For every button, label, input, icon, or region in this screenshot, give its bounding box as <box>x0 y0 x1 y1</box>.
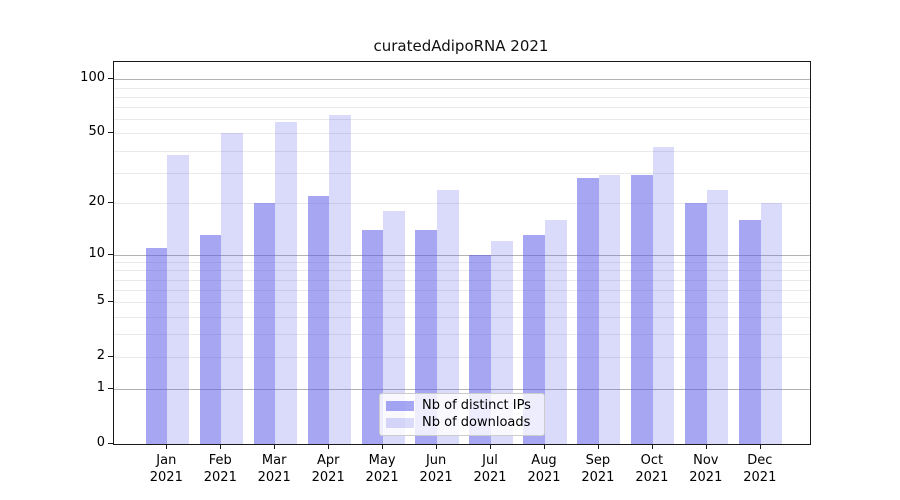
chart-title: curatedAdipoRNA 2021 <box>373 37 549 55</box>
legend-label-downloads: Nb of downloads <box>422 415 531 430</box>
bar-downloads-sep-2021 <box>598 175 621 444</box>
x-tick-label-aug-2021: Aug 2021 <box>527 453 561 485</box>
x-tick-label-jan-2021: Jan 2021 <box>149 453 183 485</box>
y-gridline-minor-2 <box>114 357 810 359</box>
y-gridline-minor-5 <box>114 302 810 304</box>
x-tick-label-jul-2021: Jul 2021 <box>473 453 507 485</box>
y-gridline-minor-3 <box>114 334 810 336</box>
x-tick-label-mar-2021: Mar 2021 <box>257 453 291 485</box>
x-tick-label-apr-2021: Apr 2021 <box>311 453 345 485</box>
bar-ips-oct-2021 <box>631 175 653 444</box>
y-gridline-minor-90 <box>114 87 810 89</box>
bar-ips-jan-2021 <box>145 247 168 444</box>
y-gridline-minor-7 <box>114 279 810 281</box>
bar-ips-feb-2021 <box>199 235 222 444</box>
x-tick-label-oct-2021: Oct 2021 <box>635 453 669 485</box>
x-tick-label-sep-2021: Sep 2021 <box>581 453 615 485</box>
bar-ips-nov-2021 <box>685 203 707 444</box>
legend-swatch-downloads <box>386 418 414 428</box>
legend-entry-downloads: Nb of downloads <box>386 415 538 431</box>
y-gridline-minor-9 <box>114 262 810 263</box>
plot-area <box>113 61 811 445</box>
y-gridline-minor-20 <box>114 203 810 205</box>
x-tick-label-dec-2021: Dec 2021 <box>743 453 777 485</box>
y-tick-label-20: 20 <box>88 194 105 210</box>
x-tick-label-jun-2021: Jun 2021 <box>419 453 453 485</box>
y-tick-label-2: 2 <box>96 348 105 364</box>
x-tick-may-2021 <box>382 444 384 449</box>
x-tick-label-feb-2021: Feb 2021 <box>203 453 237 485</box>
x-tick-dec-2021 <box>759 444 761 449</box>
bar-ips-dec-2021 <box>739 220 761 444</box>
y-gridline-minor-60 <box>114 119 810 121</box>
bar-downloads-dec-2021 <box>760 203 783 444</box>
y-tick-20 <box>108 202 113 204</box>
y-gridline-minor-30 <box>114 172 810 174</box>
x-tick-jun-2021 <box>436 444 438 449</box>
bar-downloads-aug-2021 <box>545 220 567 444</box>
x-tick-jan-2021 <box>166 444 168 449</box>
y-tick-label-5: 5 <box>96 293 105 309</box>
x-tick-jul-2021 <box>490 444 491 449</box>
bar-downloads-nov-2021 <box>706 189 729 444</box>
y-tick-2 <box>108 356 113 358</box>
y-gridline-minor-50 <box>114 133 810 135</box>
legend-entry-distinct-ips: Nb of distinct IPs <box>386 398 538 414</box>
y-gridline-minor-40 <box>114 150 810 152</box>
bar-ips-apr-2021 <box>307 196 330 444</box>
x-tick-label-nov-2021: Nov 2021 <box>689 453 723 485</box>
x-tick-mar-2021 <box>274 444 276 449</box>
y-gridline-minor-70 <box>114 107 810 109</box>
y-gridline-major-1 <box>114 389 810 391</box>
bar-ips-sep-2021 <box>577 177 599 444</box>
x-tick-nov-2021 <box>705 444 707 449</box>
y-tick-50 <box>108 132 113 134</box>
y-tick-1 <box>108 388 113 390</box>
y-gridline-minor-80 <box>114 96 810 98</box>
bar-downloads-jan-2021 <box>167 154 189 444</box>
y-tick-100 <box>108 78 113 80</box>
y-tick-label-50: 50 <box>88 124 105 140</box>
bar-downloads-mar-2021 <box>275 121 297 444</box>
bar-ips-jun-2021 <box>415 230 437 444</box>
y-tick-5 <box>108 301 113 303</box>
bar-downloads-feb-2021 <box>221 133 243 444</box>
x-tick-sep-2021 <box>597 444 599 449</box>
y-tick-10 <box>108 253 113 255</box>
legend-label-distinct-ips: Nb of distinct IPs <box>422 398 531 413</box>
x-tick-feb-2021 <box>220 444 222 449</box>
y-gridline-major-100 <box>114 79 810 81</box>
y-tick-label-0: 0 <box>96 435 105 450</box>
y-gridline-minor-6 <box>114 290 810 292</box>
bar-ips-aug-2021 <box>523 235 545 444</box>
bar-ips-mar-2021 <box>253 203 276 444</box>
y-tick-label-10: 10 <box>88 245 105 261</box>
y-gridline-minor-8 <box>114 270 810 272</box>
y-gridline-minor-4 <box>114 316 810 318</box>
y-tick-label-1: 1 <box>96 380 105 396</box>
y-tick-0 <box>108 443 113 444</box>
x-tick-aug-2021 <box>544 444 545 449</box>
bar-downloads-may-2021 <box>383 211 405 444</box>
bar-downloads-apr-2021 <box>329 115 351 444</box>
bar-downloads-oct-2021 <box>652 146 675 444</box>
x-tick-apr-2021 <box>328 444 330 449</box>
x-tick-oct-2021 <box>651 444 653 449</box>
bar-downloads-jun-2021 <box>437 189 459 444</box>
x-tick-label-may-2021: May 2021 <box>365 453 399 485</box>
y-gridline-major-10 <box>114 254 810 256</box>
legend-swatch-distinct-ips <box>386 401 414 411</box>
y-tick-label-100: 100 <box>80 70 105 86</box>
bar-ips-may-2021 <box>361 230 384 444</box>
legend: Nb of distinct IPs Nb of downloads <box>379 393 545 436</box>
